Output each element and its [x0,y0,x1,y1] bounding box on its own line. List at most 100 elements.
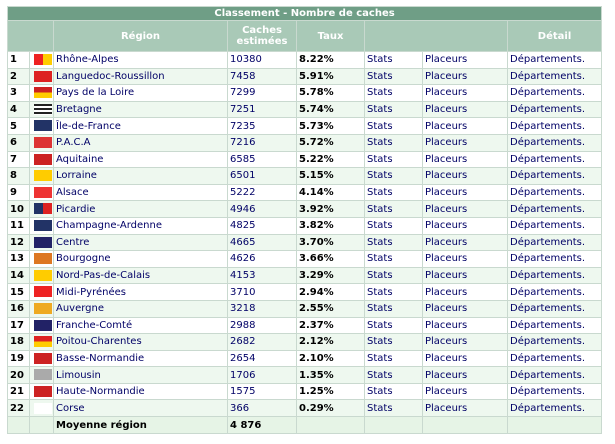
detail-link[interactable]: Départements. [506,183,603,202]
detail-link[interactable]: Départements. [506,67,603,86]
stats-link[interactable]: Stats [364,299,423,318]
region-link[interactable]: Picardie [53,200,228,218]
placeurs-link[interactable]: Placeurs [422,283,508,301]
flag-cell [29,150,54,169]
stats-link[interactable]: Stats [364,84,423,102]
header-cell: Taux [296,20,365,52]
placeurs-link[interactable]: Placeurs [422,117,508,135]
detail-link[interactable]: Départements. [506,382,603,401]
placeurs-link[interactable]: Placeurs [422,84,508,102]
detail-link[interactable]: Départements. [506,117,603,135]
detail-link[interactable]: Départements. [506,299,603,318]
placeurs-link[interactable]: Placeurs [422,299,508,318]
stats-link[interactable]: Stats [364,333,423,351]
region-link[interactable]: Limousin [53,366,228,384]
placeurs-link[interactable]: Placeurs [422,382,508,401]
detail-link[interactable]: Départements. [506,100,603,119]
rank-cell: 5 [7,117,30,135]
placeurs-link[interactable]: Placeurs [422,349,508,368]
region-link[interactable]: Rhône-Alpes [53,51,228,69]
detail-link[interactable]: Départements. [506,283,603,301]
placeurs-link[interactable]: Placeurs [422,250,508,268]
detail-link[interactable]: Départements. [506,84,603,102]
stats-link[interactable]: Stats [364,67,423,86]
stats-link[interactable]: Stats [364,316,423,335]
placeurs-link[interactable]: Placeurs [422,266,508,285]
stats-link[interactable]: Stats [364,200,423,218]
placeurs-link[interactable]: Placeurs [422,167,508,185]
region-link[interactable]: Île-de-France [53,117,228,135]
stats-link[interactable]: Stats [364,100,423,119]
stats-link[interactable]: Stats [364,150,423,169]
stats-link[interactable]: Stats [364,283,423,301]
stats-link[interactable]: Stats [364,382,423,401]
stats-link[interactable]: Stats [364,117,423,135]
region-link[interactable]: Auvergne [53,299,228,318]
placeurs-link[interactable]: Placeurs [422,150,508,169]
stats-link[interactable]: Stats [364,399,423,418]
placeurs-link[interactable]: Placeurs [422,399,508,418]
region-link[interactable]: Lorraine [53,167,228,185]
placeurs-link[interactable]: Placeurs [422,183,508,202]
detail-link[interactable]: Départements. [506,233,603,252]
detail-link[interactable]: Départements. [506,150,603,169]
flag-cell [29,399,54,418]
stats-link[interactable]: Stats [364,366,423,384]
placeurs-link[interactable]: Placeurs [422,216,508,235]
detail-link[interactable]: Départements. [506,316,603,335]
placeurs-link[interactable]: Placeurs [422,100,508,119]
detail-link[interactable]: Départements. [506,250,603,268]
placeurs-link[interactable]: Placeurs [422,233,508,252]
detail-link[interactable]: Départements. [506,399,603,418]
region-link[interactable]: Bourgogne [53,250,228,268]
stats-link[interactable]: Stats [364,51,423,69]
region-link[interactable]: Nord-Pas-de-Calais [53,266,228,285]
region-link[interactable]: Alsace [53,183,228,202]
region-link[interactable]: Bretagne [53,100,228,119]
stats-link[interactable]: Stats [364,349,423,368]
placeurs-link[interactable]: Placeurs [422,67,508,86]
stats-link[interactable]: Stats [364,233,423,252]
placeurs-link[interactable]: Placeurs [422,333,508,351]
detail-link[interactable]: Départements. [506,333,603,351]
detail-link[interactable]: Départements. [506,51,603,69]
region-link[interactable]: Franche-Comté [53,316,228,335]
stats-link[interactable]: Stats [364,216,423,235]
region-flag [34,103,52,115]
stats-link[interactable]: Stats [364,266,423,285]
rank-cell: 9 [7,183,30,202]
caches-cell: 7458 [227,67,297,86]
region-link[interactable]: Midi-Pyrénées [53,283,228,301]
detail-link[interactable]: Départements. [506,266,603,285]
region-link[interactable]: P.A.C.A [53,133,228,152]
stats-link[interactable]: Stats [364,183,423,202]
detail-link[interactable]: Départements. [506,366,603,384]
placeurs-link[interactable]: Placeurs [422,366,508,384]
detail-link[interactable]: Départements. [506,216,603,235]
region-link[interactable]: Aquitaine [53,150,228,169]
region-link[interactable]: Pays de la Loire [53,84,228,102]
region-link[interactable]: Languedoc-Roussillon [53,67,228,86]
region-link[interactable]: Champagne-Ardenne [53,216,228,235]
region-link[interactable]: Corse [53,399,228,418]
detail-link[interactable]: Départements. [506,133,603,152]
rank-cell: 8 [7,167,30,185]
placeurs-link[interactable]: Placeurs [422,200,508,218]
detail-link[interactable]: Départements. [506,200,603,218]
region-link[interactable]: Poitou-Charentes [53,333,228,351]
rank-cell: 15 [7,283,30,301]
table-row: 13 Bourgogne 4626 3.66% Stats Placeurs Départe… [7,250,603,268]
stats-link[interactable]: Stats [364,133,423,152]
stats-link[interactable]: Stats [364,167,423,185]
detail-link[interactable]: Départements. [506,167,603,185]
stats-link[interactable]: Stats [364,250,423,268]
region-flag [34,253,52,265]
region-link[interactable]: Haute-Normandie [53,382,228,401]
table-row: 3 Pays de la Loire 7299 5.78% Stats Placeurs D… [7,84,603,102]
region-link[interactable]: Basse-Normandie [53,349,228,368]
placeurs-link[interactable]: Placeurs [422,133,508,152]
placeurs-link[interactable]: Placeurs [422,316,508,335]
detail-link[interactable]: Départements. [506,349,603,368]
region-link[interactable]: Centre [53,233,228,252]
placeurs-link[interactable]: Placeurs [422,51,508,69]
